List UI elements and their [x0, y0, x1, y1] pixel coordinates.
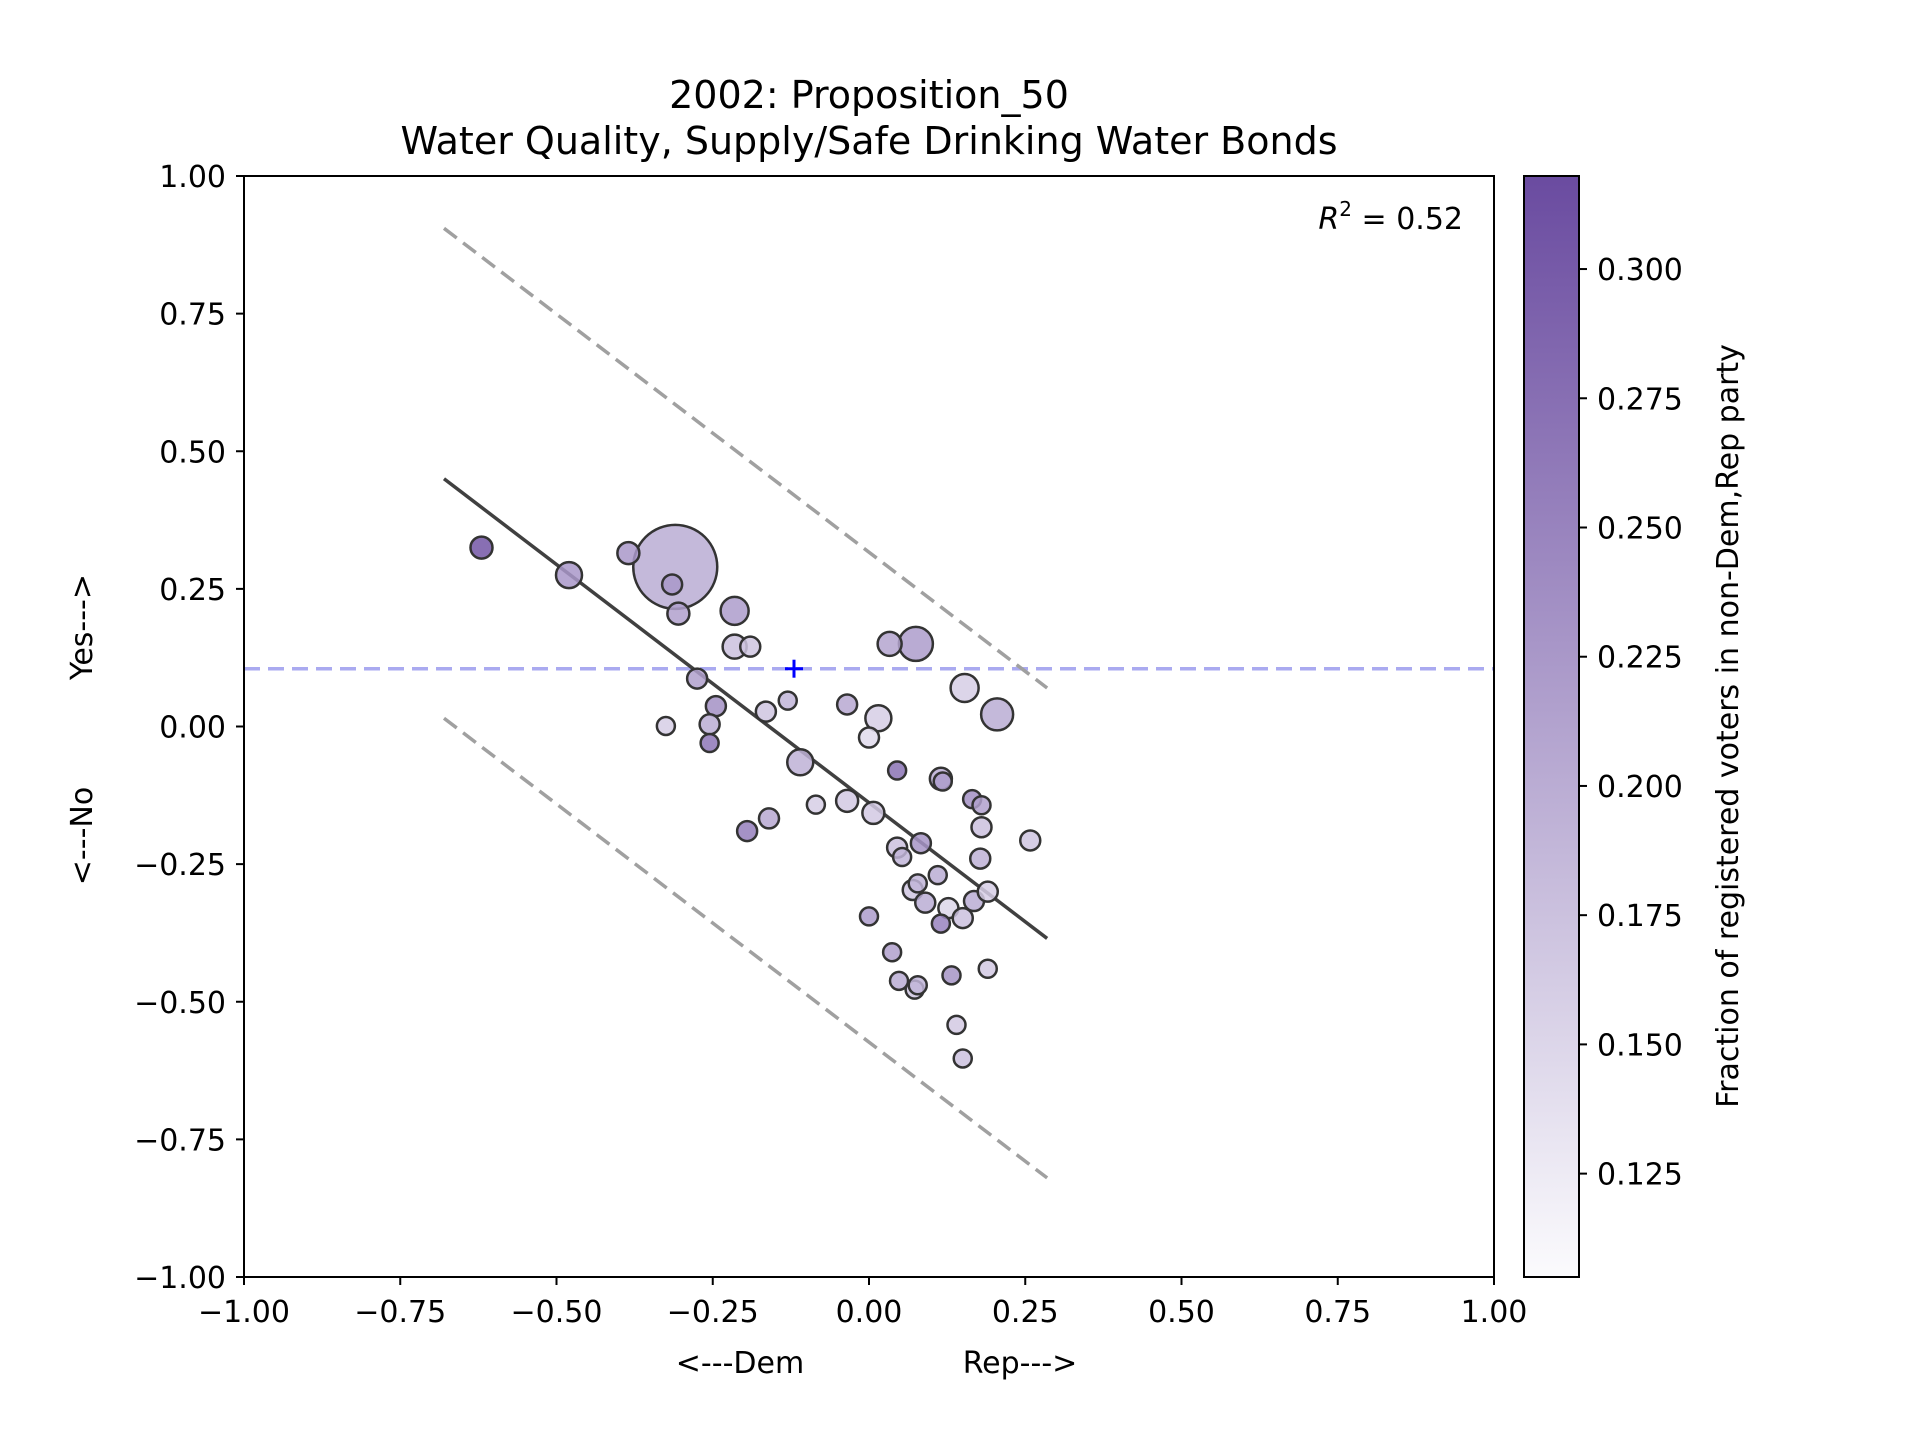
data-point: [979, 697, 1015, 732]
data-point: [907, 974, 928, 996]
x-tick-label: 0.75: [1304, 1295, 1371, 1330]
data-point: [739, 635, 762, 658]
data-point: [909, 831, 933, 855]
data-point: [786, 748, 815, 777]
data-point: [951, 906, 974, 930]
x-tick-label: −0.25: [667, 1295, 759, 1330]
data-point: [914, 891, 937, 914]
data-point: [970, 815, 993, 839]
data-point: [685, 667, 709, 690]
colorbar-ticks: 0.125 0.150 0.175 0.200 0.225 0.250 0.275 0.300: [1579, 253, 1683, 1193]
x-tick-label: 0.00: [836, 1295, 903, 1330]
marker-layer: [785, 659, 803, 678]
x-axis-label-rep: Rep--->: [963, 1346, 1078, 1381]
data-point: [932, 771, 953, 792]
data-point: [699, 732, 720, 754]
data-point: [907, 873, 928, 894]
colorbar-tick-label: 0.175: [1597, 899, 1683, 934]
data-point: [864, 703, 893, 733]
y-axis-label-yes: Yes--->: [65, 574, 100, 681]
y-tick-label: −0.25: [134, 848, 226, 883]
r-squared-symbol: R: [1318, 202, 1339, 237]
data-point: [876, 630, 903, 658]
y-axis-ticks: −1.00 −0.75 −0.50 −0.25 0.00 0.25 0.50 0.75 1.00: [134, 160, 244, 1296]
upper-band-line: [442, 226, 1049, 690]
data-point: [886, 760, 908, 781]
data-point: [946, 1014, 967, 1036]
data-point: [735, 819, 759, 843]
y-tick-label: −1.00: [134, 1261, 226, 1296]
data-point: [632, 523, 719, 611]
data-point: [1019, 829, 1042, 852]
data-point: [655, 715, 677, 737]
y-tick-label: 0.00: [159, 711, 226, 746]
data-point: [757, 807, 781, 830]
colorbar-tick-label: 0.125: [1597, 1158, 1683, 1193]
y-tick-label: 0.75: [159, 298, 226, 333]
x-tick-label: 0.25: [992, 1295, 1059, 1330]
y-tick-label: 0.50: [159, 435, 226, 470]
data-point: [469, 535, 494, 560]
colorbar-tick-label: 0.200: [1597, 770, 1683, 805]
r-squared-exponent: 2: [1339, 197, 1352, 221]
data-point: [698, 713, 721, 736]
data-point: [952, 1048, 973, 1069]
data-point: [861, 800, 886, 826]
x-axis-label-dem: <---Dem: [676, 1346, 804, 1381]
y-axis-label-no: <---No: [65, 787, 100, 885]
data-point: [949, 672, 980, 704]
colorbar: [1523, 175, 1580, 1278]
y-tick-label: −0.50: [134, 986, 226, 1021]
points-layer: [469, 523, 1042, 1069]
x-tick-label: 1.00: [1461, 1295, 1528, 1330]
y-tick-label: −0.75: [134, 1123, 226, 1158]
x-tick-label: 0.50: [1148, 1295, 1215, 1330]
colorbar-tick-label: 0.225: [1597, 641, 1683, 676]
data-point: [719, 595, 750, 627]
chart-subtitle: Water Quality, Supply/Safe Drinking Wate…: [401, 119, 1338, 163]
data-point: [666, 601, 691, 626]
data-point: [888, 970, 910, 992]
data-point: [858, 906, 880, 927]
data-point: [834, 788, 860, 814]
data-point: [616, 540, 641, 566]
colorbar-tick-label: 0.300: [1597, 253, 1683, 288]
x-axis-ticks: −1.00 −0.75 −0.50 −0.25 0.00 0.25 0.50 0.75 1.00: [198, 1277, 1527, 1330]
colorbar-tick-label: 0.250: [1597, 511, 1683, 546]
colorbar-tick-label: 0.275: [1597, 382, 1683, 417]
data-point: [554, 560, 584, 590]
data-point: [754, 700, 778, 723]
colorbar-label: Fraction of registered voters in non-Dem…: [1711, 344, 1746, 1108]
data-point: [941, 965, 962, 986]
data-point: [660, 573, 684, 596]
data-point: [835, 693, 859, 716]
x-tick-label: −1.00: [198, 1295, 290, 1330]
y-tick-label: 1.00: [159, 160, 226, 195]
data-point: [930, 913, 952, 934]
fit-line: [442, 477, 1049, 940]
data-point: [891, 846, 913, 868]
data-point: [927, 864, 948, 886]
data-point: [971, 794, 992, 816]
data-point: [976, 880, 999, 903]
data-point: [977, 958, 998, 979]
r-squared-value: = 0.52: [1352, 202, 1463, 237]
y-tick-label: 0.25: [159, 573, 226, 608]
chart-title: 2002: Proposition_50: [669, 73, 1069, 117]
data-point: [805, 794, 827, 815]
x-tick-label: −0.50: [511, 1295, 603, 1330]
data-point: [777, 690, 798, 711]
r-squared-annotation: R2 = 0.52: [1318, 197, 1463, 237]
lower-band-line: [442, 716, 1049, 1180]
colorbar-tick-label: 0.150: [1597, 1028, 1683, 1063]
data-point: [881, 941, 903, 963]
trend-lines-layer: [244, 226, 1494, 1180]
data-point: [857, 726, 881, 749]
data-point: [897, 625, 935, 663]
x-tick-label: −0.75: [354, 1295, 446, 1330]
data-point: [969, 847, 992, 870]
